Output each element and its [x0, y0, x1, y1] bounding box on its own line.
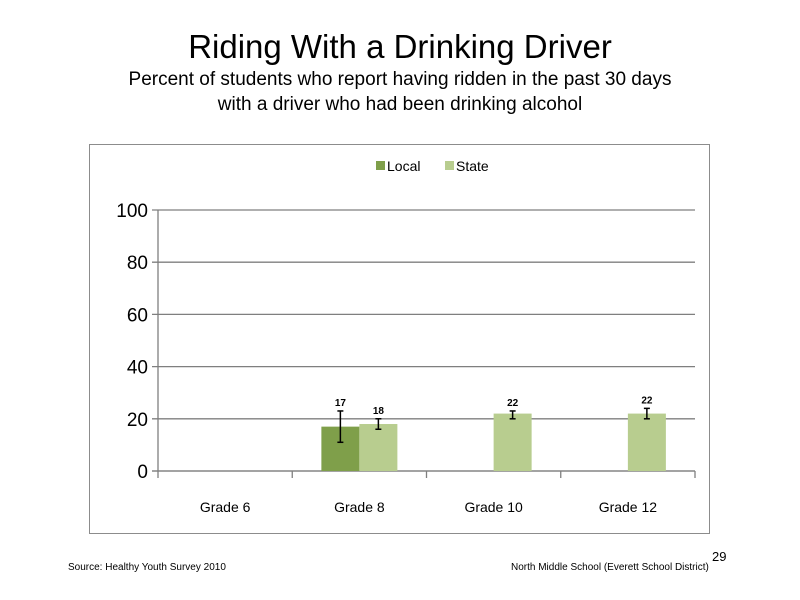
- legend-label: Local: [387, 158, 420, 174]
- x-tick-label: Grade 12: [599, 499, 658, 515]
- axes: 0 20 40 60 80 100 Grade 6 Grade 8 Grade 10 Grade …: [116, 201, 696, 515]
- data-label: 22: [507, 398, 519, 409]
- subtitle-line-1: Percent of students who report having ri…: [128, 69, 672, 90]
- y-tick-label: 60: [127, 305, 148, 326]
- y-tick-label: 0: [137, 462, 148, 483]
- legend-label: State: [456, 158, 489, 174]
- bars: [321, 407, 666, 471]
- x-tick-label: Grade 10: [464, 499, 523, 515]
- y-tick-label: 100: [116, 201, 148, 222]
- y-tick-label: 20: [127, 410, 148, 431]
- bar-state: [493, 413, 532, 471]
- chart-subtitle: Percent of students who report having ri…: [0, 67, 800, 117]
- bar-state: [359, 424, 398, 471]
- legend-swatch: [445, 161, 454, 170]
- legend: Local State: [376, 158, 489, 174]
- data-labels: 17 18 22 22: [335, 395, 653, 416]
- data-label: 22: [641, 395, 653, 406]
- x-tick-label: Grade 6: [200, 499, 251, 515]
- legend-swatch: [376, 161, 385, 170]
- source-note: Source: Healthy Youth Survey 2010: [68, 562, 226, 573]
- bar-state: [627, 413, 666, 471]
- chart-title: Riding With a Drinking Driver: [188, 28, 612, 65]
- x-tick-label: Grade 8: [334, 499, 385, 515]
- data-label: 17: [335, 398, 347, 409]
- gridlines: [152, 209, 695, 472]
- data-label: 18: [373, 406, 385, 417]
- y-tick-label: 80: [127, 253, 148, 274]
- y-tick-label: 40: [127, 358, 148, 379]
- page-number: 29: [712, 549, 727, 564]
- chart-frame: [89, 144, 710, 534]
- subtitle-line-2: with a driver who had been drinking alco…: [217, 94, 583, 115]
- school-name: North Middle School (Everett School Dist…: [511, 562, 709, 573]
